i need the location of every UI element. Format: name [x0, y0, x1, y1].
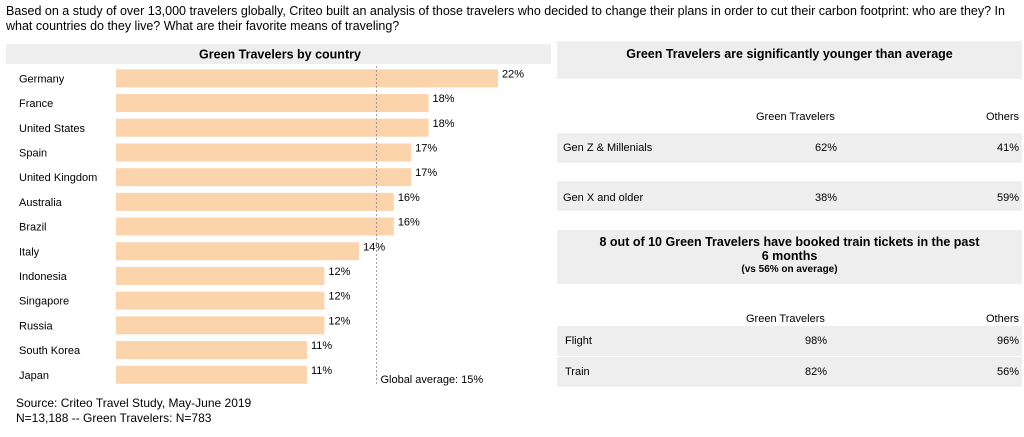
intro-text: Based on a study of over 13,000 traveler…	[6, 4, 1005, 33]
country-bar-chart: Green Travelers by country Germany 22% Fra…	[6, 44, 551, 386]
country-label: Spain	[19, 147, 47, 159]
country-label: Italy	[19, 246, 40, 258]
country-label: Brazil	[19, 222, 47, 234]
country-bar	[116, 69, 498, 88]
country-bar	[116, 118, 429, 137]
country-bar	[116, 143, 412, 162]
country-bar	[116, 316, 325, 335]
age-col-header-green: Green Travelers	[756, 111, 835, 123]
bar-chart-title: Green Travelers by country	[199, 48, 361, 62]
country-bar	[116, 341, 307, 360]
global-average-label: Global average: 15%	[380, 374, 483, 386]
country-label: Indonesia	[19, 271, 68, 283]
bar-value-label: 22%	[502, 68, 524, 80]
sample-size-line: N=13,188 -- Green Travelers: N=783	[16, 411, 212, 425]
age-row-value-others: 59%	[996, 192, 1019, 204]
bar-value-label: 12%	[328, 315, 350, 327]
age-row-label: Gen X and older	[563, 192, 644, 204]
age-table-title: Green Travelers are significantly younge…	[557, 41, 1022, 79]
source-line: Source: Criteo Travel Study, May-June 20…	[16, 396, 252, 410]
country-bar	[116, 192, 394, 211]
transport-table-subtitle: (vs 56% on average)	[741, 264, 838, 275]
transport-row-2-bg	[557, 357, 1022, 387]
country-label: United Kingdom	[19, 172, 97, 184]
country-label: Russia	[19, 320, 54, 332]
bar-value-label: 18%	[433, 93, 455, 105]
age-row-label: Gen Z & Millenials	[563, 142, 653, 154]
age-row-value-others: 41%	[996, 142, 1019, 154]
transport-row-value-green: 98%	[805, 335, 828, 347]
bar-value-label: 17%	[415, 142, 437, 154]
age-row-value-green: 62%	[815, 142, 838, 154]
country-bar	[116, 168, 412, 187]
transport-table-title-panel: 8 out of 10 Green Travelers have booked …	[557, 230, 1022, 284]
transport-row-value-green: 82%	[805, 366, 828, 378]
country-label: South Korea	[19, 345, 81, 357]
transport-col-header-green: Green Travelers	[746, 313, 825, 325]
bar-value-label: 12%	[328, 291, 350, 303]
country-label: Singapore	[19, 296, 69, 308]
country-bar	[116, 242, 360, 261]
transport-table-title: 8 out of 10 Green Travelers have booked …	[599, 235, 980, 263]
bar-value-label: 12%	[328, 266, 350, 278]
country-label: Germany	[19, 73, 65, 85]
age-row-value-green: 38%	[815, 192, 838, 204]
transport-row-1-bg	[557, 326, 1022, 356]
country-label: France	[19, 98, 53, 110]
transport-row-label: Train	[565, 366, 590, 378]
bar-chart-title-bg	[6, 44, 551, 64]
country-bar	[116, 291, 325, 310]
transport-row-label: Flight	[565, 335, 592, 347]
country-label: Japan	[19, 370, 49, 382]
bar-value-label: 11%	[311, 365, 332, 377]
age-row-2-bg	[557, 181, 1022, 211]
bar-value-label: 16%	[398, 192, 420, 204]
transport-row-value-others: 56%	[996, 366, 1019, 378]
bar-value-label: 17%	[415, 167, 437, 179]
country-label: United States	[19, 123, 86, 135]
age-col-header-others: Others	[985, 111, 1019, 123]
transport-col-header-others: Others	[985, 313, 1019, 325]
country-bar	[116, 217, 394, 236]
bar-value-label: 11%	[311, 340, 332, 352]
transport-row-value-others: 96%	[996, 335, 1019, 347]
source-note: Source: Criteo Travel Study, May-June 20…	[16, 396, 251, 426]
country-bar	[116, 365, 307, 384]
country-label: Australia	[19, 197, 63, 209]
bar-value-label: 16%	[398, 217, 420, 229]
country-bar	[116, 94, 429, 113]
bar-value-label: 14%	[363, 241, 385, 253]
country-bar	[116, 266, 325, 285]
bar-value-label: 18%	[433, 118, 455, 130]
age-row-1-bg	[557, 133, 1022, 163]
